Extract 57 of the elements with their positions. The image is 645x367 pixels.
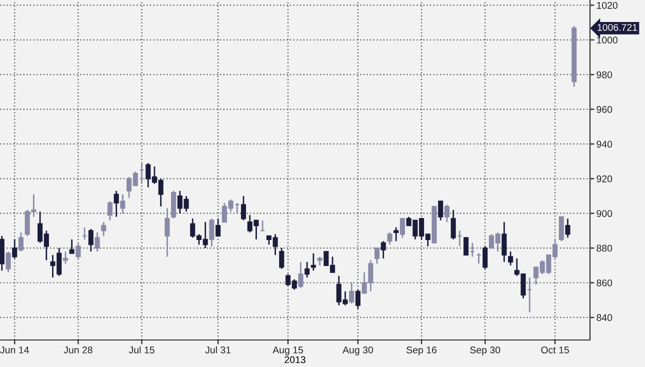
y-tick-label: 980	[596, 71, 612, 78]
candlestick	[12, 238, 18, 260]
candlestick	[101, 221, 106, 237]
candlestick	[482, 246, 488, 270]
candlestick	[76, 242, 81, 260]
candlestick	[464, 237, 469, 256]
candlestick	[438, 200, 444, 221]
candlestick	[355, 289, 360, 310]
candlestick	[216, 218, 221, 237]
x-tick-label: Sep 30	[470, 346, 500, 356]
candlestick	[310, 252, 316, 272]
candlestick	[304, 261, 310, 278]
candlestick	[6, 250, 11, 274]
candlestick	[107, 200, 113, 221]
x-tick-label: Jul 31	[205, 346, 231, 354]
candlestick	[88, 228, 94, 252]
candlestick	[69, 238, 74, 254]
text: 1006.721	[598, 24, 638, 31]
y-tick-label: 940	[596, 140, 612, 148]
y-tick-label: 1000	[596, 36, 618, 44]
candlestick	[502, 221, 507, 263]
candlestick	[240, 195, 246, 221]
candlestick	[558, 216, 564, 242]
candlestick	[394, 226, 399, 242]
candlestick	[94, 232, 100, 252]
candlestick	[444, 204, 450, 223]
candlestick	[114, 190, 119, 218]
candlestick	[298, 261, 304, 289]
candlestick	[508, 250, 514, 266]
candlestick	[120, 194, 126, 214]
candlestick	[400, 218, 405, 238]
x-tick-label: Aug 30	[342, 346, 373, 356]
y-tick-label: 1020	[596, 2, 618, 9]
candlestick	[279, 247, 284, 270]
x-tick-label: Oct 15	[541, 346, 569, 354]
candlestick	[349, 282, 354, 304]
y-tick-label: 920	[596, 175, 612, 182]
y-tick-label: 960	[596, 106, 612, 113]
x-tick-label: Jul 15	[128, 346, 154, 354]
candlestick	[380, 240, 386, 260]
y-tick-label: 880	[596, 244, 612, 252]
candlestick	[387, 232, 392, 246]
candlestick	[450, 209, 456, 240]
candlestick	[164, 207, 170, 258]
candlestick	[565, 218, 570, 238]
x-tick-label: Aug 15	[272, 346, 304, 356]
y-tick-label: 840	[596, 314, 612, 322]
candlestick	[18, 232, 24, 252]
x-axis-title: 2013	[284, 356, 306, 364]
y-tick-label: 860	[596, 279, 612, 286]
x-tick-label: Sep 16	[406, 346, 436, 356]
candlestick	[374, 247, 380, 264]
candlestick	[209, 218, 214, 248]
x-tick-label: Jun 14	[0, 346, 29, 354]
y-tick-label: 900	[596, 210, 612, 217]
candlestick	[62, 250, 68, 264]
x-tick-label: Jun 28	[64, 346, 92, 354]
